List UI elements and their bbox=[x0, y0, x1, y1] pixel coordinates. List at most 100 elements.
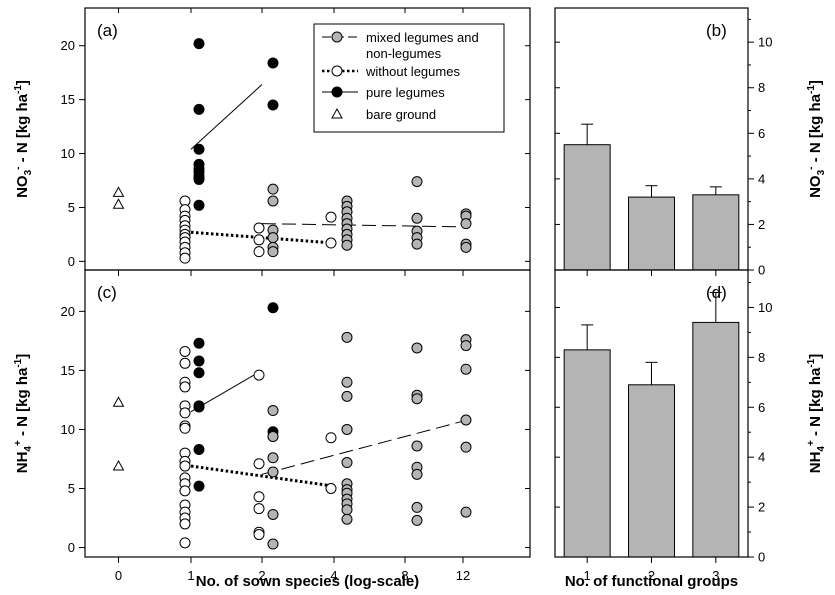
point-a-pure-9 bbox=[267, 57, 279, 69]
y-tick-label-c-20: 20 bbox=[61, 304, 75, 319]
point-c-mixed-16 bbox=[341, 504, 353, 516]
y-tick-label-d-0: 0 bbox=[758, 550, 765, 565]
point-c-mixed-18 bbox=[411, 342, 423, 354]
point-c-mixed-3 bbox=[267, 466, 279, 478]
x-axis-title-c: No. of sown species (log-scale) bbox=[196, 573, 419, 590]
x-tick-label-0: 0 bbox=[115, 568, 122, 583]
legend-label-mixed-line2: non-legumes bbox=[366, 46, 442, 61]
point-c-without-1 bbox=[179, 357, 191, 369]
legend-marker-bare bbox=[331, 107, 343, 119]
bar-b-1 bbox=[563, 144, 611, 271]
point-c-without-8 bbox=[179, 460, 191, 472]
panel-frame-c bbox=[84, 269, 531, 558]
x-tick-label-4: 4 bbox=[330, 568, 337, 583]
bar-d-3 bbox=[692, 321, 740, 558]
panel-label-d: (d) bbox=[706, 283, 727, 302]
point-c-without-16 bbox=[179, 537, 191, 549]
point-c-without-19 bbox=[253, 369, 265, 381]
panel-label-b: (b) bbox=[706, 21, 727, 40]
legend-label-pure: pure legumes bbox=[366, 85, 445, 100]
fit-line-a-pure bbox=[190, 84, 263, 150]
point-c-mixed-1 bbox=[267, 431, 279, 443]
point-c-mixed-6 bbox=[341, 331, 353, 343]
point-c-without-18 bbox=[179, 381, 191, 393]
y-tick-label-a-10: 10 bbox=[61, 146, 75, 161]
point-c-pure-0 bbox=[193, 337, 205, 349]
y-tick-label-d-6: 6 bbox=[758, 400, 765, 415]
point-c-without-17 bbox=[179, 407, 191, 419]
y-tick-label-b-4: 4 bbox=[758, 171, 765, 186]
x-tick-label-8: 8 bbox=[401, 568, 408, 583]
point-c-pure-5 bbox=[193, 444, 205, 456]
point-c-mixed-2 bbox=[267, 452, 279, 464]
point-c-without-26 bbox=[325, 482, 337, 494]
y-tick-label-c-5: 5 bbox=[68, 481, 75, 496]
y-tick-label-d-2: 2 bbox=[758, 500, 765, 515]
y-tick-label-b-0: 0 bbox=[758, 263, 765, 278]
y-axis-title-c: NH4+ - N [kg ha-1] bbox=[13, 354, 34, 474]
bar-b-2 bbox=[628, 196, 675, 271]
point-c-without-0 bbox=[179, 345, 191, 357]
point-c-mixed-25 bbox=[411, 514, 423, 526]
point-a-mixed-15 bbox=[411, 176, 423, 188]
point-a-without-12 bbox=[253, 222, 265, 234]
bar-b-3 bbox=[692, 194, 740, 271]
x-tick-label-fg-3: 3 bbox=[712, 568, 719, 583]
point-c-without-15 bbox=[179, 518, 191, 530]
point-c-pure-2 bbox=[193, 367, 205, 379]
point-a-bare-0 bbox=[112, 186, 125, 197]
point-c-mixed-5 bbox=[267, 538, 279, 550]
point-a-without-13 bbox=[253, 234, 265, 246]
point-c-without-11 bbox=[179, 485, 191, 497]
point-a-without-11 bbox=[179, 252, 191, 264]
legend-label-mixed: mixed legumes and bbox=[366, 30, 479, 45]
point-a-pure-1 bbox=[193, 103, 205, 115]
point-a-pure-8 bbox=[193, 170, 205, 182]
y-tick-label-b-10: 10 bbox=[758, 35, 772, 50]
legend-marker-mixed bbox=[331, 31, 343, 43]
x-axis-title-d: No. of functional groups bbox=[565, 573, 738, 590]
legend-marker-without bbox=[331, 65, 343, 77]
y-tick-label-a-15: 15 bbox=[61, 92, 75, 107]
point-c-mixed-8 bbox=[341, 390, 353, 402]
bar-d-1 bbox=[563, 349, 611, 558]
axes-layer bbox=[79, 7, 754, 563]
point-c-mixed-10 bbox=[341, 457, 353, 469]
point-c-pure-4 bbox=[193, 401, 205, 413]
point-c-mixed-0 bbox=[267, 405, 279, 417]
fit-line-a-mixed bbox=[261, 223, 464, 228]
point-c-without-21 bbox=[253, 491, 265, 503]
y-axis-title-a: NO3- - N [kg ha-1] bbox=[13, 80, 34, 198]
fit-line-c-without bbox=[190, 464, 335, 488]
point-c-without-5 bbox=[179, 422, 191, 434]
point-c-without-24 bbox=[253, 529, 265, 541]
point-c-mixed-28 bbox=[460, 363, 472, 375]
y-tick-label-b-6: 6 bbox=[758, 126, 765, 141]
point-c-pure-6 bbox=[193, 480, 205, 492]
x-tick-label-fg-1: 1 bbox=[584, 568, 591, 583]
legend-label-bare: bare ground bbox=[366, 107, 436, 122]
y-axis-title-b: NO3- - N [kg ha-1] bbox=[806, 80, 827, 198]
y-tick-label-a-20: 20 bbox=[61, 38, 75, 53]
panel-label-c: (c) bbox=[97, 283, 117, 302]
point-c-mixed-7 bbox=[341, 376, 353, 388]
y-tick-label-c-10: 10 bbox=[61, 422, 75, 437]
x-tick-label-12: 12 bbox=[456, 568, 470, 583]
point-a-mixed-3 bbox=[267, 232, 279, 244]
point-c-without-22 bbox=[253, 503, 265, 515]
point-a-pure-2 bbox=[193, 143, 205, 155]
point-a-mixed-24 bbox=[460, 241, 472, 253]
point-a-without-14 bbox=[253, 246, 265, 258]
x-tick-label-2: 2 bbox=[258, 568, 265, 583]
bar-layer bbox=[563, 144, 740, 558]
legend-label-without: without legumes bbox=[365, 64, 460, 79]
point-c-without-20 bbox=[253, 458, 265, 470]
point-c-bare-0 bbox=[112, 396, 125, 407]
point-a-pure-7 bbox=[193, 199, 205, 211]
y-tick-label-c-15: 15 bbox=[61, 363, 75, 378]
point-a-bare-1 bbox=[112, 198, 125, 209]
point-c-mixed-24 bbox=[411, 501, 423, 513]
point-a-mixed-19 bbox=[411, 238, 423, 250]
point-c-mixed-4 bbox=[267, 508, 279, 520]
